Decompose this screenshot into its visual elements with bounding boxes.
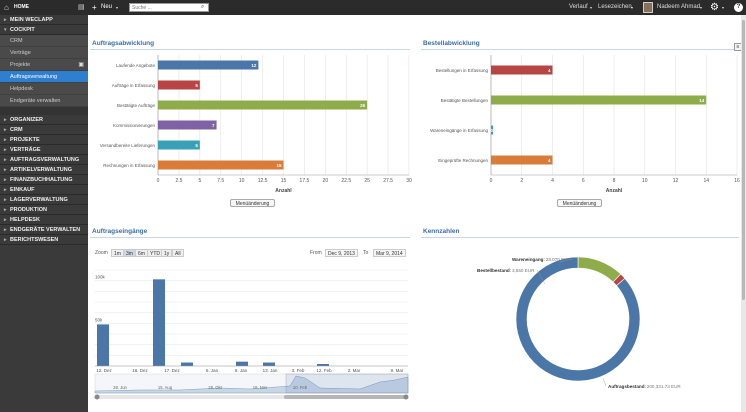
from-date-input[interactable]: Dec 9, 2013 [325,249,358,257]
to-label: To [363,250,369,256]
panel-title-auftragsabwicklung: Auftragsabwicklung [92,40,155,47]
gear-icon[interactable]: ⚙ [710,2,719,13]
sidebar-item-crm[interactable]: CRM [0,35,88,47]
sidebar-divider [0,107,88,115]
chevron-right-icon: ▸ [4,227,7,233]
lesezeichen-menu[interactable]: Lesezeichen [598,4,632,10]
chevron-down-icon: ▾ [631,5,634,10]
document-icon[interactable]: ▤ [78,4,85,11]
sidebar-section-einkauf[interactable]: ▸ EINKAUF [0,185,88,195]
scrollbar-thumb[interactable] [742,20,745,300]
new-button[interactable]: Neu [101,4,113,10]
sidebar-section-finanzbuchhaltung[interactable]: ▸ FINANZBUCHHALTUNG [0,175,88,185]
chevron-right-icon: ▸ [4,17,7,23]
to-date-input[interactable]: Mar 9, 2014 [373,249,406,257]
chevron-down-icon[interactable]: ▾ [116,5,119,10]
chevron-right-icon: ▸ [4,137,7,143]
sidebar-section-mein-weclapp[interactable]: ▸ MEIN WECLAPP [0,15,88,25]
zoom-1y-button[interactable]: 1y [161,249,173,257]
chevron-right-icon: ▸ [4,187,7,193]
sidebar-item-vertraege[interactable]: Verträge [0,47,88,59]
sidebar-item-endgeraete[interactable]: Endgeräte verwalten [0,95,88,107]
search-input[interactable] [129,3,209,12]
top-bar: ⌂ HOME ▤ + Neu ▾ ⌕ Verlauf ▾ Lesezeichen… [0,0,746,15]
sidebar-item-auftragsverwaltung[interactable]: Auftragsverwaltung [0,71,88,83]
zoom-label: Zoom [95,250,108,256]
chevron-right-icon: ▸ [4,177,7,183]
chevron-right-icon: ▸ [4,157,7,163]
chevron-right-icon: ▸ [4,197,7,203]
reset-button[interactable]: Menüänderung [230,199,275,207]
help-icon[interactable]: ? [734,3,743,12]
divider [421,49,739,50]
zoom-all-button[interactable]: All [172,249,184,257]
sidebar-item-projekte[interactable]: Projekte ▣ [0,59,88,71]
main-content [88,15,746,412]
chevron-right-icon: ▸ [4,117,7,123]
sidebar: ▸ MEIN WECLAPP ▾ COCKPIT CRM Verträge Proj… [0,15,88,412]
chevron-right-icon: ▸ [4,207,7,213]
verlauf-menu[interactable]: Verlauf [569,4,588,10]
chevron-right-icon: ▸ [4,167,7,173]
chevron-down-icon: ▾ [4,27,7,33]
plus-icon[interactable]: + [92,3,97,12]
sidebar-section-cockpit[interactable]: ▾ COCKPIT [0,25,88,35]
zoom-3m-button[interactable]: 3m [123,249,136,257]
zoom-6m-button[interactable]: 6m [135,249,148,257]
sidebar-section-berichtswesen[interactable]: ▸ BERICHTSWESEN [0,235,88,245]
reset-button[interactable]: Menüänderung [557,199,602,207]
panel-title-kennzahlen: Kennzahlen [423,228,460,235]
from-label: From [310,250,322,256]
panel-title-bestellabwicklung: Bestellabwicklung [423,40,480,47]
chevron-right-icon: ▸ [4,217,7,223]
sidebar-section-vertr-ge[interactable]: ▸ VERTRÄGE [0,145,88,155]
zoom-1m-button[interactable]: 1m [111,249,124,257]
chevron-right-icon: ▸ [4,237,7,243]
folder-icon[interactable]: ▣ [78,62,84,68]
sidebar-section-lagerverwaltung[interactable]: ▸ LAGERVERWALTUNG [0,195,88,205]
chevron-down-icon: ▾ [700,5,703,10]
sidebar-section-produktion[interactable]: ▸ PRODUKTION [0,205,88,215]
chevron-right-icon: ▸ [4,147,7,153]
divider [421,237,739,238]
sidebar-section-auftragsverwaltung[interactable]: ▸ AUFTRAGSVERWALTUNG [0,155,88,165]
chevron-down-icon: ▾ [722,5,725,10]
chevron-down-icon: ▾ [590,5,593,10]
home-link[interactable]: HOME [14,4,29,10]
sidebar-section-organizer[interactable]: ▸ ORGANIZER [0,115,88,125]
sidebar-item-helpdesk[interactable]: Helpdesk [0,83,88,95]
chevron-right-icon: ▸ [4,127,7,133]
divider [90,49,410,50]
sidebar-section-crm[interactable]: ▸ CRM [0,125,88,135]
sidebar-section-helpdesk[interactable]: ▸ HELPDESK [0,215,88,225]
sidebar-section-endger-te-verwalten[interactable]: ▸ ENDGERÄTE VERWALTEN [0,225,88,235]
avatar[interactable] [643,2,653,13]
panel-title-auftragseingaenge: Auftragseingänge [92,228,148,235]
search-icon[interactable]: ⌕ [201,4,205,10]
user-menu[interactable]: Nadeem Ahmad [657,4,701,10]
sidebar-section-artikelverwaltung[interactable]: ▸ ARTIKELVERWALTUNG [0,165,88,175]
sidebar-section-projekte[interactable]: ▸ PROJEKTE [0,135,88,145]
divider [90,237,410,238]
home-icon[interactable]: ⌂ [4,3,9,12]
